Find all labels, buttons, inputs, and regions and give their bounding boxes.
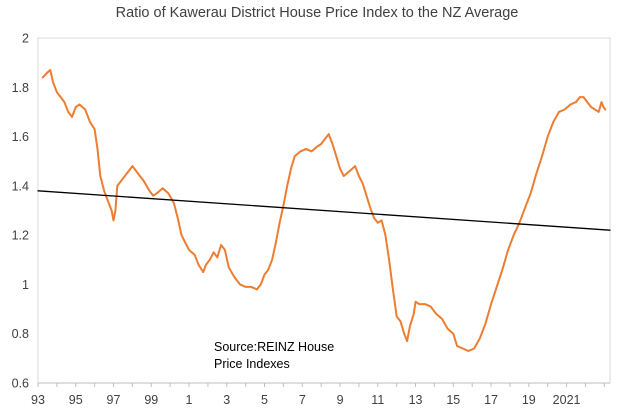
chart-title: Ratio of Kawerau District House Price In… — [116, 5, 519, 21]
y-tick-label: 2 — [22, 32, 29, 46]
x-axis: 93 95 97 99 1 3 5 7 9 11 13 15 17 19 2021 — [31, 382, 610, 407]
source-note-line-1: Source:REINZ House — [214, 340, 334, 354]
x-tick-label: 5 — [261, 393, 268, 407]
y-tick-label: 0.8 — [12, 327, 29, 341]
source-note-line-2: Price Indexes — [214, 357, 290, 371]
ratio-series-line — [41, 69, 607, 352]
x-tick-label: 2021 — [553, 393, 581, 407]
x-tick-label: 97 — [107, 393, 121, 407]
x-tick-label: 9 — [337, 393, 344, 407]
trend-line — [37, 190, 611, 231]
y-tick-label: 1.4 — [12, 179, 29, 193]
x-tick-label: 15 — [446, 393, 460, 407]
x-tick-label: 13 — [409, 393, 423, 407]
y-tick-label: 1.2 — [12, 229, 29, 243]
x-tick-label: 19 — [522, 393, 536, 407]
x-tick-label: 1 — [186, 393, 193, 407]
x-tick-label: 3 — [223, 393, 230, 407]
y-tick-label: 1.8 — [12, 81, 29, 95]
y-axis: 0.6 0.8 1 1.2 1.4 1.6 1.8 2 — [12, 32, 29, 391]
x-tick-label: 11 — [371, 393, 384, 407]
y-tick-label: 1.6 — [12, 130, 29, 144]
y-tick-label: 1 — [22, 278, 29, 292]
y-tick-label: 0.6 — [12, 377, 29, 391]
x-tick-label: 95 — [69, 393, 83, 407]
x-tick-label: 17 — [484, 393, 498, 407]
x-tick-label: 99 — [144, 393, 158, 407]
series-layer — [37, 69, 611, 352]
x-tick-label: 7 — [299, 393, 306, 407]
x-tick-label: 93 — [31, 393, 45, 407]
